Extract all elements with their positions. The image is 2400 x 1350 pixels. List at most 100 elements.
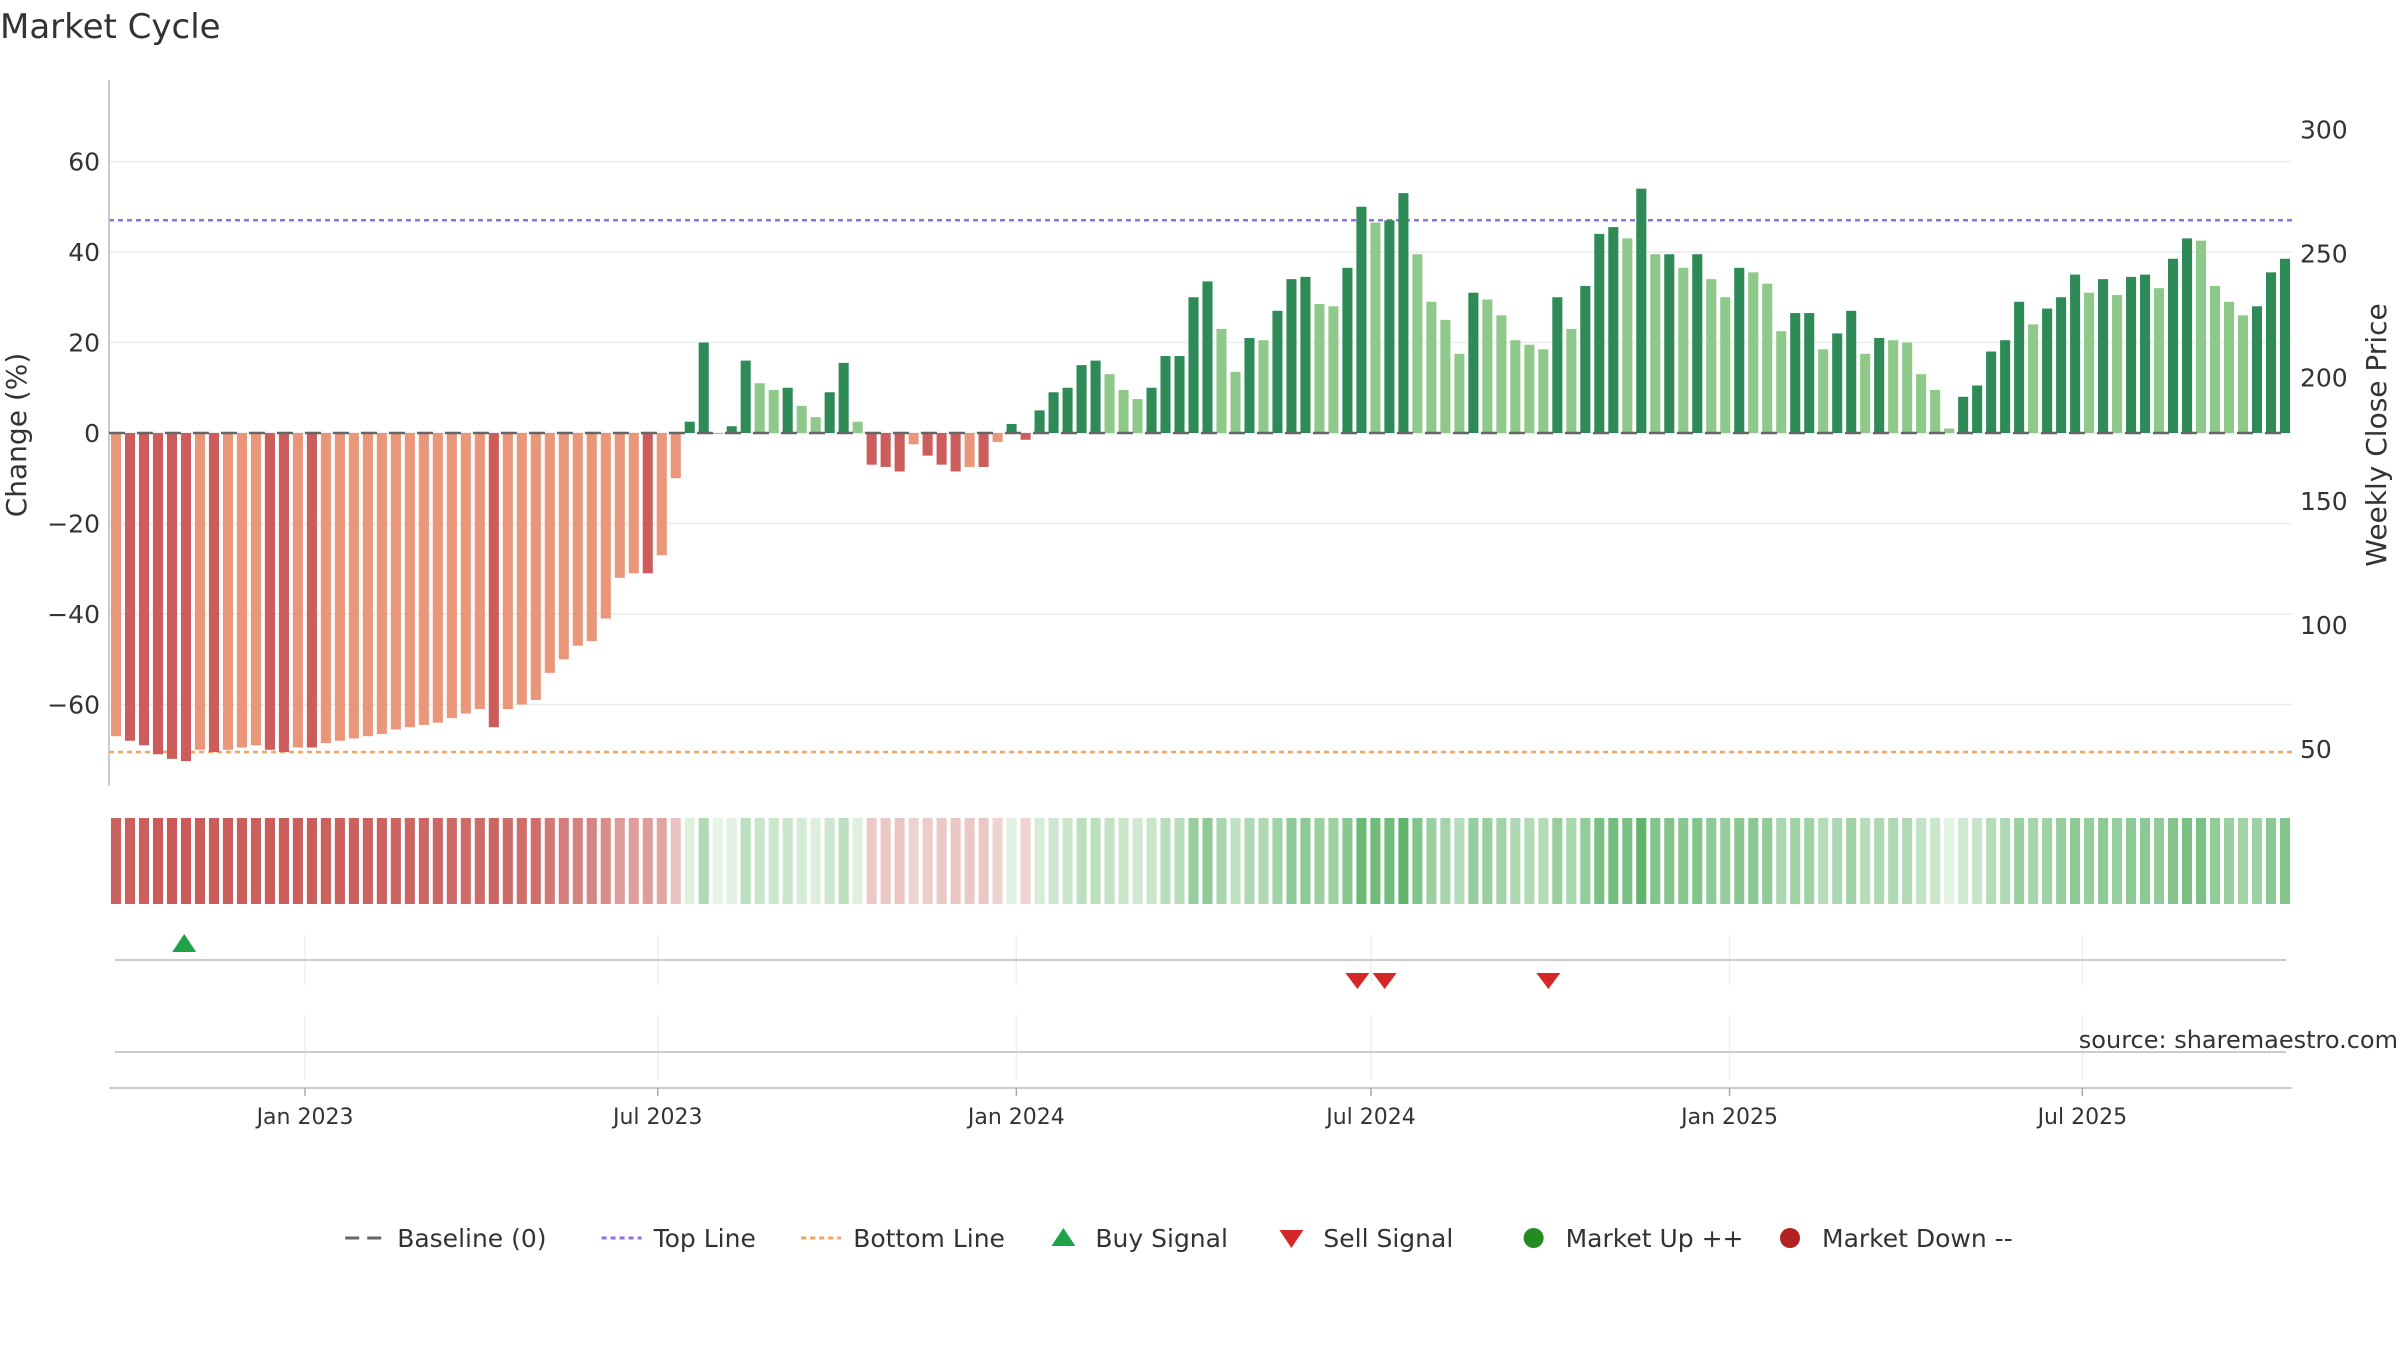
change-bar <box>2196 240 2207 433</box>
legend-item: Bottom Line <box>801 1224 1005 1253</box>
change-bar <box>1006 423 1017 433</box>
sell-signal-marker <box>1372 973 1397 989</box>
heat-cell <box>908 818 919 904</box>
heat-cell <box>2251 818 2263 904</box>
change-bar <box>1762 283 1773 433</box>
change-bar <box>1580 285 1591 433</box>
heat-cell <box>1034 818 1045 904</box>
change-bar <box>278 433 289 753</box>
change-bar <box>1496 315 1507 433</box>
change-bar <box>2223 301 2235 433</box>
change-bar <box>2251 306 2263 433</box>
heat-cell <box>852 818 863 904</box>
heat-cell <box>712 818 723 904</box>
legend-item: Sell Signal <box>1279 1224 1453 1253</box>
heat-cell <box>1006 818 1017 904</box>
heat-cell <box>1314 818 1325 904</box>
heat-cell <box>2042 818 2053 904</box>
change-bar <box>572 433 583 646</box>
chart-title: Market Cycle <box>0 7 221 47</box>
change-bar <box>138 433 150 746</box>
change-bar <box>1566 328 1577 433</box>
change-bar <box>1048 392 1059 433</box>
heat-cell <box>208 818 219 904</box>
change-bar <box>2126 276 2137 433</box>
x-tick-label: Jan 2025 <box>1679 1105 1778 1130</box>
heat-cell <box>2112 818 2123 904</box>
change-bar <box>1356 206 1367 433</box>
change-bar <box>1650 254 1661 433</box>
legend-label: Baseline (0) <box>397 1224 546 1253</box>
change-bar <box>180 433 192 762</box>
change-bar <box>1118 390 1129 433</box>
source-attribution: source: sharemaestro.com <box>2079 1026 2398 1054</box>
change-bar <box>1692 254 1703 433</box>
heat-cell <box>670 818 681 904</box>
heat-cell <box>418 818 429 904</box>
y-right-tick-label: 250 <box>2300 239 2348 268</box>
change-bar <box>2279 258 2291 433</box>
change-bar <box>1818 349 1829 433</box>
change-bar <box>348 433 359 739</box>
heat-cell <box>334 818 345 904</box>
change-bar <box>1160 356 1171 433</box>
heat-cell <box>1440 818 1451 904</box>
heat-cell <box>460 818 471 904</box>
change-bar <box>530 433 541 701</box>
heat-cell <box>1146 818 1157 904</box>
heat-cell <box>1538 818 1549 904</box>
change-bar <box>978 433 989 467</box>
heat-cell <box>1202 818 1213 904</box>
heat-cell <box>1720 818 1731 904</box>
heat-cell <box>2265 818 2277 904</box>
heat-cell <box>740 818 751 904</box>
heat-cell <box>502 818 513 904</box>
heat-cell <box>1328 818 1339 904</box>
heat-cell <box>1118 818 1129 904</box>
heat-cell <box>2056 818 2067 904</box>
change-bar <box>1902 342 1913 433</box>
heat-cell <box>1804 818 1815 904</box>
heat-cell <box>2223 818 2235 904</box>
change-bar <box>502 433 513 710</box>
change-bar <box>306 433 317 748</box>
change-bar <box>264 433 275 750</box>
legend-market-down-icon <box>1780 1228 1800 1248</box>
change-bar <box>222 433 233 750</box>
change-bar <box>418 433 429 725</box>
heat-cell <box>726 818 737 904</box>
change-bar <box>1090 360 1101 433</box>
heat-cell <box>1790 818 1801 904</box>
heat-cell <box>1160 818 1171 904</box>
heat-cell <box>1482 818 1493 904</box>
heat-cell <box>320 818 331 904</box>
change-bar <box>1678 267 1689 433</box>
legend-buy-icon <box>1051 1228 1076 1246</box>
change-bar <box>2042 308 2053 433</box>
heat-cell <box>1426 818 1437 904</box>
heat-cell <box>894 818 905 904</box>
change-bar <box>2014 301 2025 433</box>
heat-cell <box>936 818 947 904</box>
change-bar <box>1594 233 1605 433</box>
change-bar <box>2140 274 2151 433</box>
heat-cell <box>1944 818 1955 904</box>
heat-cell <box>1972 818 1983 904</box>
heat-cell <box>1566 818 1577 904</box>
change-bar <box>1958 396 1969 433</box>
heat-cell <box>1104 818 1115 904</box>
change-bar <box>110 433 122 737</box>
change-bar <box>1874 337 1885 433</box>
y-right-tick-label: 100 <box>2300 611 2348 640</box>
change-bar <box>2182 238 2193 433</box>
change-bar <box>726 426 737 433</box>
heat-cell <box>404 818 415 904</box>
heat-cell <box>1776 818 1787 904</box>
change-bar <box>2028 324 2039 433</box>
change-bar <box>152 433 164 755</box>
change-bar <box>1342 267 1353 433</box>
change-bar <box>2265 272 2277 433</box>
change-bar <box>824 392 835 433</box>
heat-cell <box>978 818 989 904</box>
